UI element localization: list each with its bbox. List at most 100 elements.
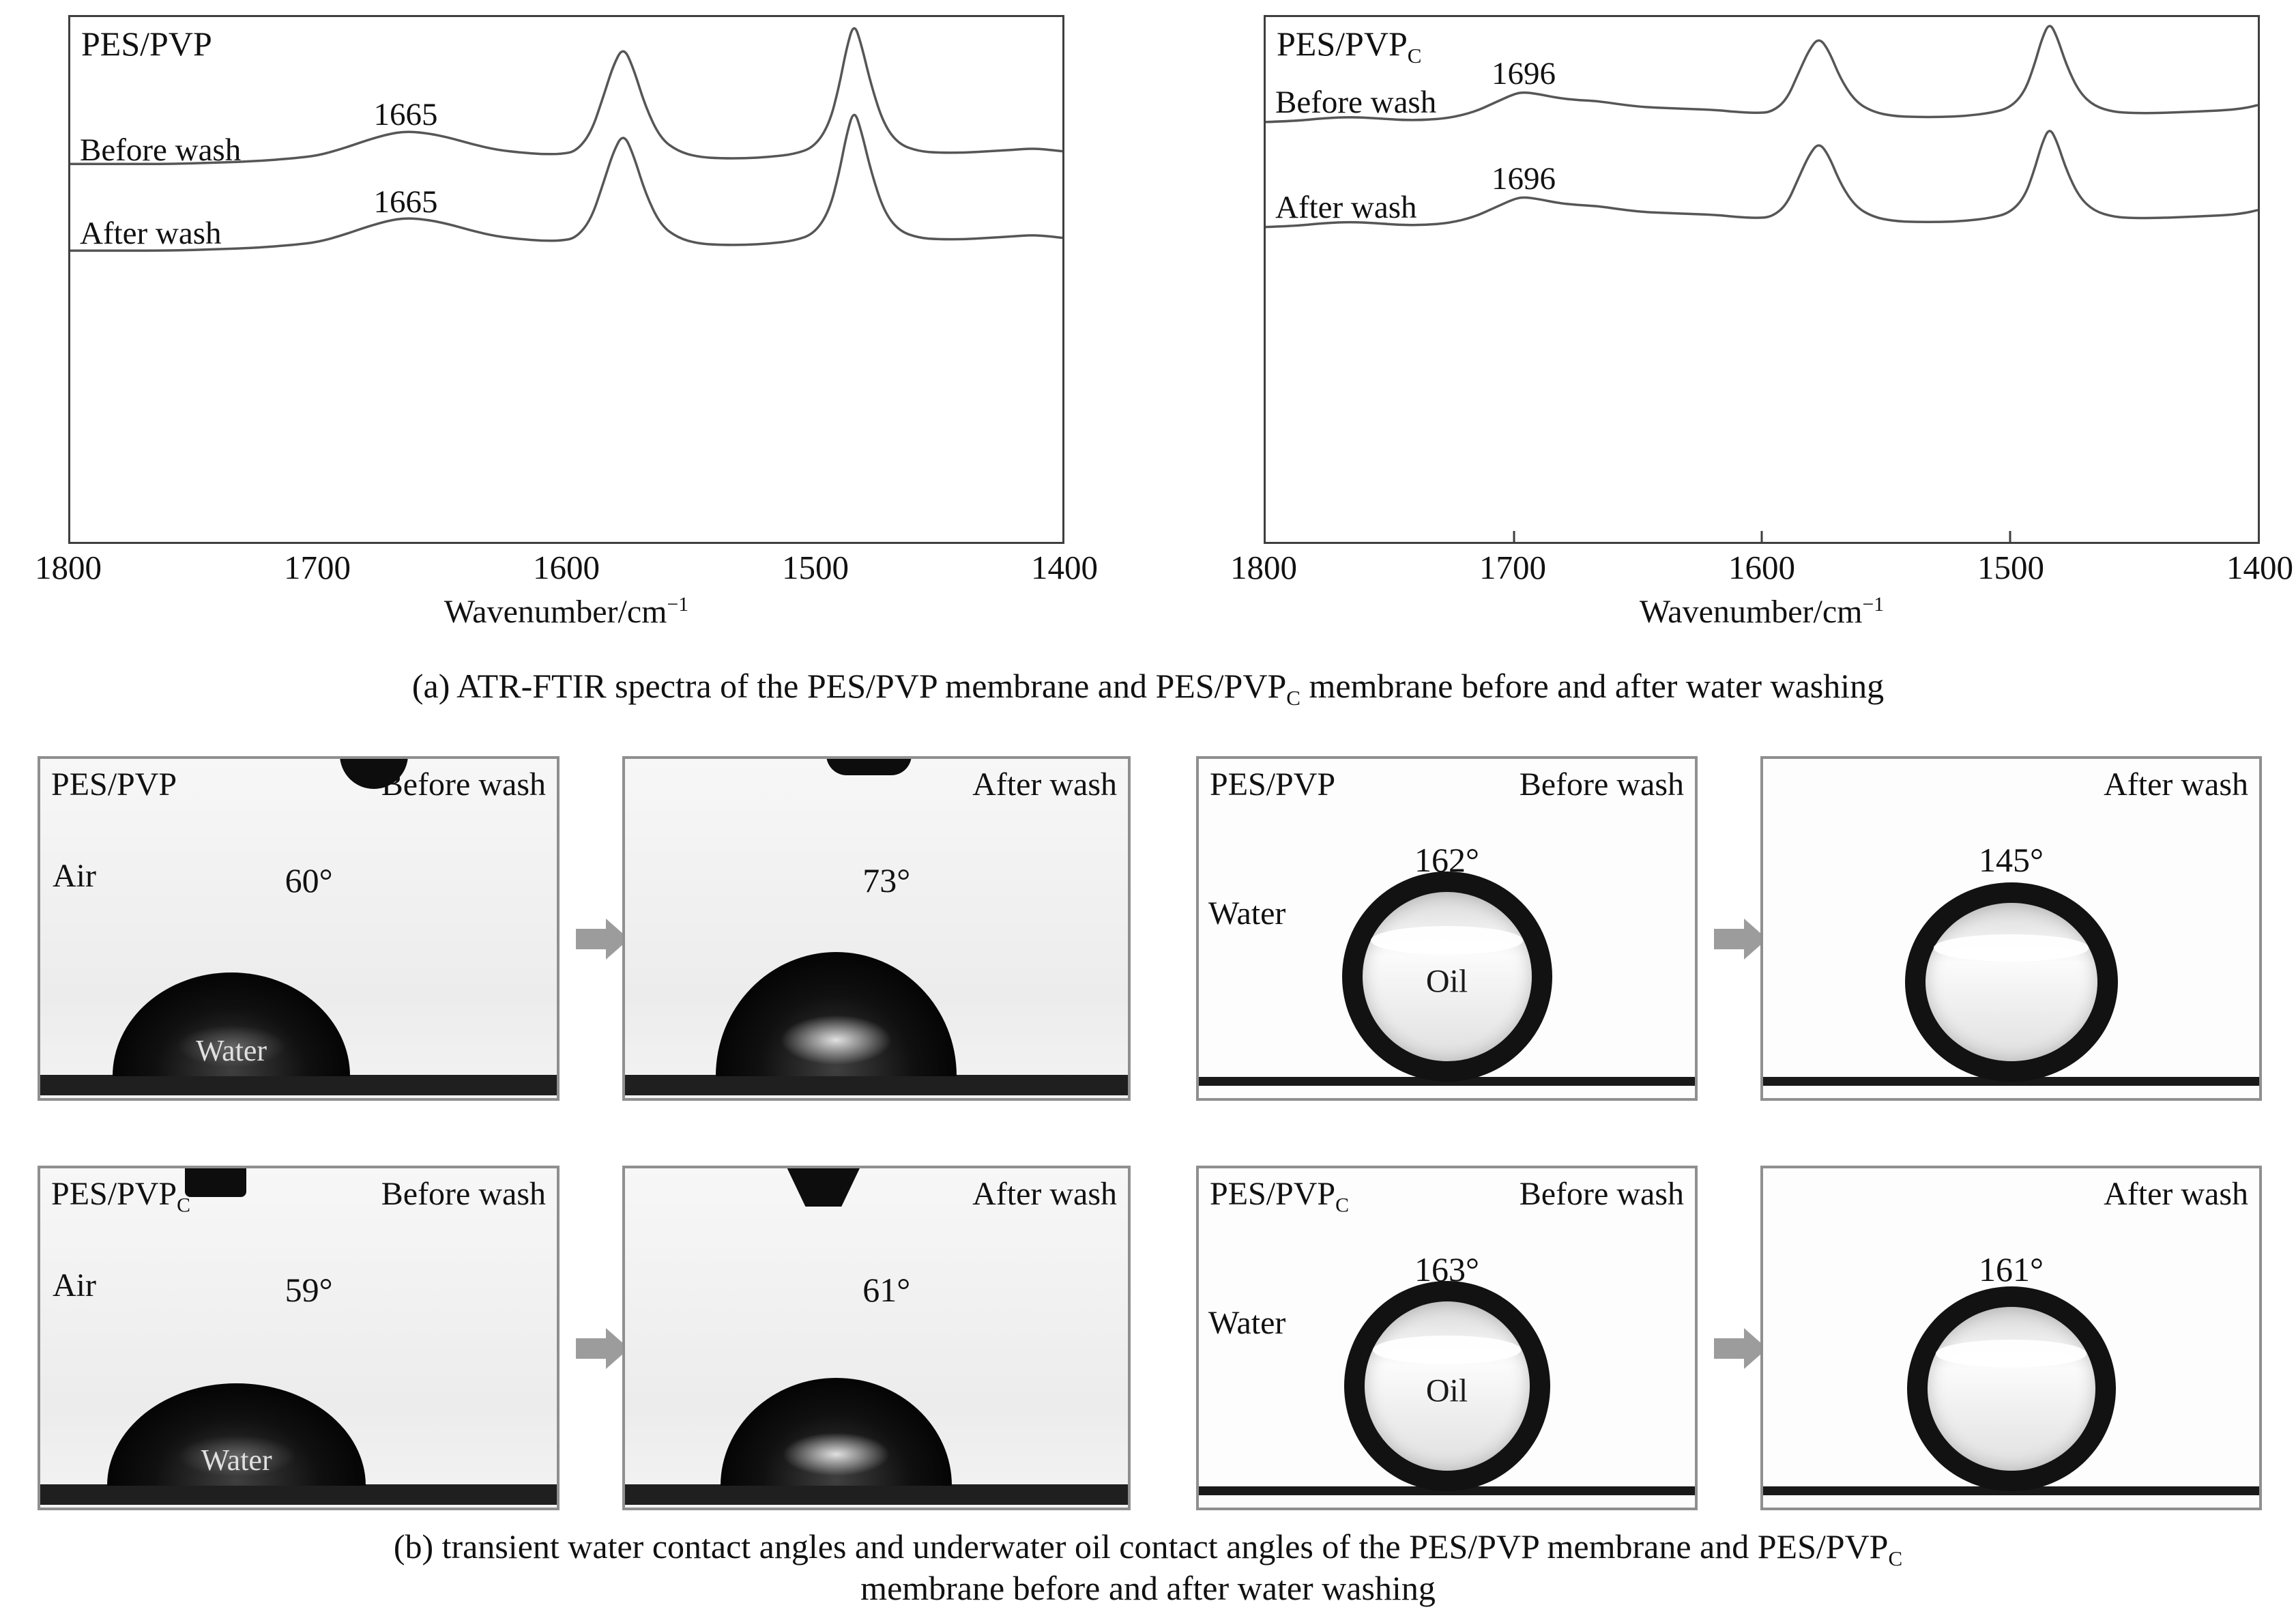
photo-water-ca-pespvp-before: PES/PVP Before wash Air 60° Water (38, 756, 560, 1101)
contact-angle-section: PES/PVP Before wash Air 60° Water After … (38, 756, 2262, 1510)
water-droplet (715, 952, 957, 1076)
x-tick-label: 1600 (1728, 549, 1795, 586)
photo-oil-ca-pespvp-after: After wash 145° (1760, 756, 2262, 1101)
right-arrow-icon (1714, 1327, 1767, 1369)
panel-gap (1131, 1166, 1196, 1510)
x-tick-label: 1600 (533, 549, 600, 586)
membrane-surface (40, 1075, 557, 1095)
peak-annotation-before: 1696 (1492, 56, 1556, 91)
spectrum-curve (70, 27, 1062, 166)
membrane-label-text: PES/PVP (1210, 1176, 1336, 1212)
wash-state-label: Before wash (381, 766, 546, 803)
plot-title-text: PES/PVP (1277, 25, 1408, 63)
wash-state-label: Before wash (1519, 1176, 1684, 1212)
subscript-c: C (177, 1194, 190, 1217)
water-droplet: Water (112, 972, 351, 1076)
contact-angle-value: 61° (862, 1271, 911, 1310)
medium-label: Air (53, 858, 96, 895)
spectra-plot-pespvp: PES/PVP Before wash After wash 1665 1665 (68, 15, 1064, 544)
x-axis-labels: 1800 1700 1600 1500 1400 (1230, 548, 2293, 590)
plot-title-pespvpc: PES/PVPC (1277, 24, 1421, 66)
arrow-cell (560, 756, 629, 1101)
contact-angle-value: 59° (285, 1271, 333, 1310)
caption-b: (b) transient water contact angles and u… (0, 1526, 2296, 1609)
medium-label: Water (1208, 895, 1286, 932)
water-droplet (721, 1378, 953, 1486)
panel-gap (1131, 756, 1196, 1101)
axis-tick-mark (2009, 531, 2011, 542)
x-axis-title: Wavenumber/cm−1 (68, 593, 1064, 631)
caption-a: (a) ATR-FTIR spectra of the PES/PVP memb… (0, 666, 2296, 708)
membrane-label-text: PES/PVP (1210, 766, 1336, 803)
oil-droplet: Oil (1343, 1281, 1550, 1491)
right-arrow-icon (576, 918, 629, 960)
series-label-before-wash: Before wash (1275, 85, 1437, 120)
spectrum-curve (1266, 130, 2258, 229)
spectrum-curve (70, 113, 1062, 252)
spectra-block-pespvpc: PES/PVPC Before wash After wash 1696 169… (1230, 15, 2293, 631)
caption-b-text: (b) transient water contact angles and u… (393, 1527, 1889, 1566)
photo-row-pespvp: PES/PVP Before wash Air 60° Water After … (38, 756, 2262, 1101)
wash-state-label: After wash (972, 766, 1117, 803)
droplet-label: Water (201, 1443, 272, 1477)
membrane-label-text: PES/PVP (51, 1176, 177, 1212)
series-label-after-wash: After wash (1275, 190, 1417, 225)
arrow-cell (1698, 756, 1767, 1101)
water-droplet: Water (107, 1383, 366, 1486)
ftir-curves-pespvp (70, 27, 1062, 252)
droplet-label: Water (196, 1034, 267, 1067)
x-axis-labels: 1800 1700 1600 1500 1400 (35, 548, 1098, 590)
x-tick-label: 1800 (1230, 549, 1297, 586)
subscript-c: C (1286, 686, 1300, 710)
peak-annotation-after: 1665 (373, 184, 438, 220)
superscript-minus-1: −1 (667, 593, 689, 616)
ftir-curves-pespvpc (1266, 25, 2258, 229)
right-arrow-icon (576, 1327, 629, 1369)
droplet-label: Oil (1425, 963, 1468, 1000)
oil-droplet: Oil (1341, 871, 1552, 1082)
peak-annotation-before: 1665 (373, 97, 438, 132)
x-axis-title-text: Wavenumber/cm (444, 594, 667, 630)
x-tick-label: 1400 (2226, 549, 2293, 586)
plot-title-text: PES/PVP (81, 25, 212, 63)
spectrum-curve (1266, 25, 2258, 124)
series-label-before-wash: Before wash (80, 132, 242, 168)
dispensing-needle (184, 1168, 246, 1197)
caption-a-text: (a) ATR-FTIR spectra of the PES/PVP memb… (411, 667, 1287, 705)
contact-angle-value: 73° (862, 861, 911, 900)
contact-angle-value: 161° (1979, 1250, 2044, 1289)
membrane-label-text: PES/PVP (51, 766, 177, 803)
wash-state-label: After wash (972, 1176, 1117, 1212)
medium-label: Air (53, 1267, 96, 1304)
x-axis-title-text: Wavenumber/cm (1639, 594, 1863, 630)
superscript-minus-1: −1 (1862, 593, 1885, 616)
subscript-c: C (1335, 1194, 1349, 1217)
series-label-after-wash: After wash (80, 216, 222, 251)
x-tick-label: 1700 (284, 549, 351, 586)
peak-annotation-after: 1696 (1492, 161, 1556, 197)
spectra-plot-pespvpc: PES/PVPC Before wash After wash 1696 169… (1264, 15, 2260, 544)
dispensing-needle-droplet (826, 759, 912, 775)
caption-b-line1: (b) transient water contact angles and u… (0, 1526, 2296, 1569)
photo-oil-ca-pespvp-before: PES/PVP Before wash Water 162° Oil (1196, 756, 1698, 1101)
membrane-surface (625, 1484, 1128, 1505)
x-tick-label: 1800 (35, 549, 102, 586)
caption-a-text: membrane before and after water washing (1300, 667, 1885, 705)
membrane-label: PES/PVPC (1210, 1175, 1349, 1215)
photo-water-ca-pespvpc-after: After wash 61° (622, 1166, 1131, 1510)
ftir-spectra-section: PES/PVP Before wash After wash 1665 1665… (35, 15, 2293, 631)
contact-angle-value: 60° (285, 861, 333, 900)
photo-row-pespvpc: PES/PVPC Before wash Air 59° Water After… (38, 1166, 2262, 1510)
wash-state-label: After wash (2104, 766, 2248, 803)
membrane-surface (40, 1484, 557, 1505)
contact-angle-value: 163° (1414, 1250, 1479, 1289)
photo-water-ca-pespvp-after: After wash 73° (622, 756, 1131, 1101)
contact-angle-value: 162° (1414, 841, 1479, 880)
caption-b-line2: membrane before and after water washing (860, 1569, 1436, 1607)
photo-oil-ca-pespvpc-before: PES/PVPC Before wash Water 163° Oil (1196, 1166, 1698, 1510)
arrow-cell (560, 1166, 629, 1510)
oil-droplet (1906, 1286, 2116, 1491)
arrow-cell (1698, 1166, 1767, 1510)
x-tick-label: 1500 (1977, 549, 2044, 586)
